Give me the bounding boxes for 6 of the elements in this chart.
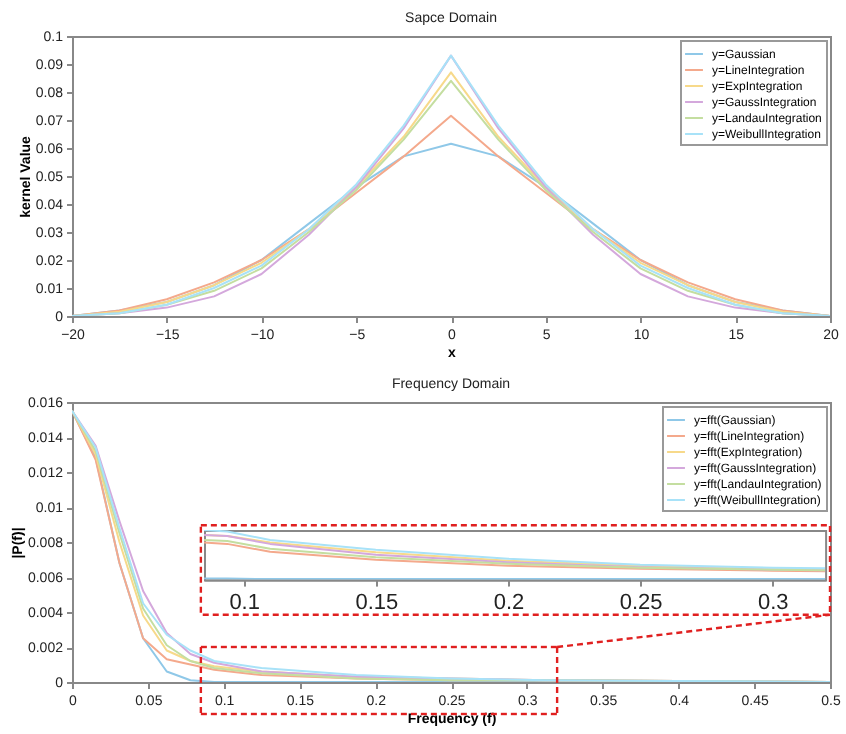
x-tick-label: 0.1 bbox=[230, 589, 261, 614]
x-tick-label: 0.2 bbox=[494, 589, 526, 614]
x-tick-label: 0.3 bbox=[758, 589, 790, 614]
x-tick-label: 0.25 bbox=[620, 589, 664, 614]
line-series bbox=[72, 409, 830, 682]
x-tick-label: 0.15 bbox=[356, 589, 400, 614]
